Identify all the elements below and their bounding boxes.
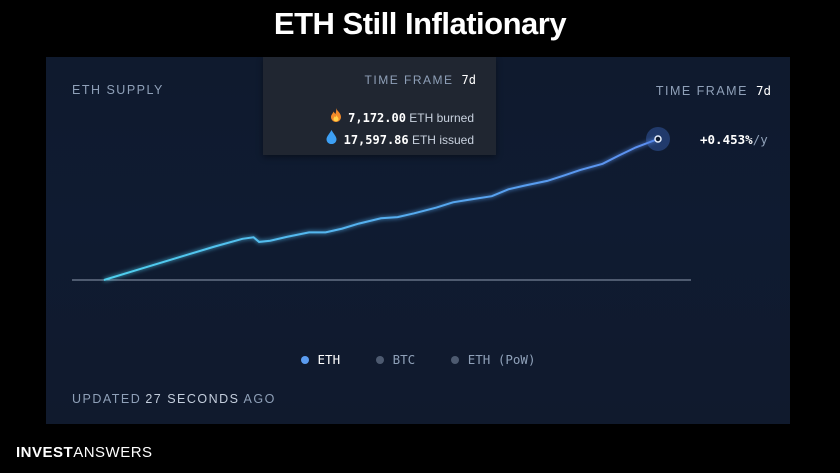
issued-unit: ETH: [411, 133, 436, 147]
burned-unit: ETH: [409, 111, 434, 125]
legend-dot-icon: [375, 355, 384, 364]
updated-suffix: AGO: [243, 392, 276, 406]
brand-light: ANSWERS: [73, 444, 153, 461]
end-point-marker[interactable]: [654, 135, 662, 143]
legend-dot-icon: [300, 355, 309, 364]
eth-supply-line: [103, 138, 659, 281]
eth-supply-panel: ETH SUPPLY TIME FRAME 7d TIME FRAME 7d 7,1…: [46, 57, 790, 424]
tooltip-time-frame: TIME FRAME 7d: [365, 73, 476, 87]
legend-label: BTC: [392, 352, 416, 367]
updated-count: 27 SECONDS: [145, 392, 240, 406]
tooltip-burned-row: 7,172.00 ETH burned: [330, 108, 474, 125]
droplet-icon: [326, 130, 338, 147]
tooltip-issued-row: 17,597.86 ETH issued: [326, 130, 474, 147]
supply-tooltip: TIME FRAME 7d 7,172.00 ETH burned 17,597.…: [263, 57, 496, 155]
burned-value: 7,172.00: [348, 111, 406, 125]
tooltip-time-frame-value: 7d: [461, 73, 476, 87]
updated-status: UPDATED 27 SECONDS AGO: [72, 392, 276, 406]
annual-rate: +0.453%/y: [700, 132, 768, 147]
eth-supply-label: ETH SUPPLY: [72, 83, 164, 97]
time-frame-selector[interactable]: TIME FRAME 7d: [656, 83, 771, 98]
legend-item-eth-pow[interactable]: ETH (PoW): [450, 352, 536, 367]
fire-icon: [330, 108, 342, 125]
burned-label: burned: [436, 111, 474, 125]
legend-label: ETH (PoW): [467, 352, 536, 367]
brand-logo: INVESTANSWERS: [16, 444, 153, 461]
brand-bold: INVEST: [16, 444, 74, 461]
legend-label: ETH: [317, 352, 341, 367]
supply-chart: [72, 127, 691, 281]
legend-item-btc[interactable]: BTC: [375, 352, 416, 367]
rate-value: +0.453%: [700, 132, 753, 147]
issued-value: 17,597.86: [343, 133, 409, 147]
legend-dot-icon: [450, 355, 459, 364]
slide-title: ETH Still Inflationary: [273, 6, 567, 41]
issued-label: issued: [439, 133, 474, 147]
chart-legend: ETH BTC ETH (PoW): [46, 352, 790, 367]
updated-prefix: UPDATED: [72, 392, 142, 406]
tooltip-time-frame-label: TIME FRAME: [364, 73, 454, 87]
legend-item-eth[interactable]: ETH: [300, 352, 341, 367]
time-frame-value[interactable]: 7d: [755, 83, 771, 98]
rate-unit: /y: [752, 132, 768, 147]
time-frame-label: TIME FRAME: [655, 84, 748, 98]
